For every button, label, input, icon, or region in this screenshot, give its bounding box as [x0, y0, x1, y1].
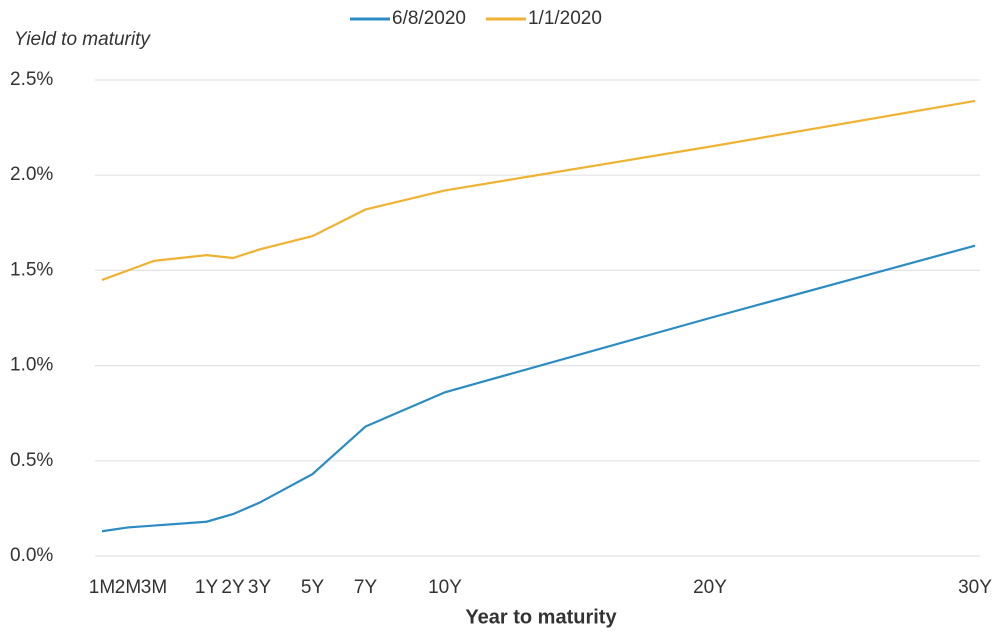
x-tick-label: 3Y: [248, 577, 272, 598]
y-tick-label: 1.0%: [10, 355, 53, 376]
x-tick-label: 20Y: [693, 577, 727, 598]
series-line: [101, 244, 976, 533]
y-tick-label: 2.5%: [10, 69, 53, 90]
x-tick-label: 5Y: [301, 577, 325, 598]
x-tick-label: 3M: [141, 577, 167, 598]
x-tick-label: 7Y: [354, 577, 378, 598]
y-tick-label: 2.0%: [10, 164, 53, 185]
x-tick-label: 2M: [115, 577, 141, 598]
x-tick-label: 30Y: [958, 577, 992, 598]
x-tick-label: 1Y: [195, 577, 219, 598]
x-axis-label: Year to maturity: [465, 606, 617, 628]
series-line: [101, 99, 976, 281]
x-tick-label: 10Y: [428, 577, 462, 598]
y-tick-label: 0.5%: [10, 450, 53, 471]
y-axis-label: Yield to maturity: [14, 29, 151, 50]
legend-label: 6/8/2020: [392, 8, 466, 29]
x-tick-label: 2Y: [221, 577, 245, 598]
x-tick-label: 1M: [89, 577, 115, 598]
legend-label: 1/1/2020: [528, 8, 602, 29]
y-tick-label: 0.0%: [10, 545, 53, 566]
y-tick-label: 1.5%: [10, 259, 53, 280]
